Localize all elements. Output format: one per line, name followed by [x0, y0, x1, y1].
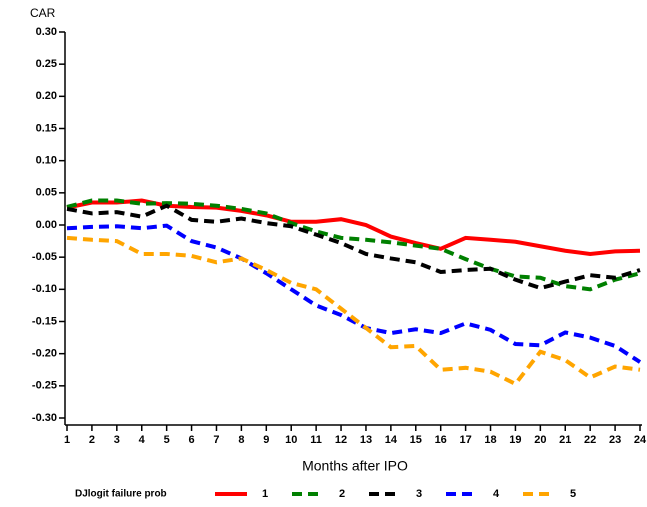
y-tick-label: -0.15 — [32, 315, 57, 327]
x-tick-label: 21 — [559, 434, 571, 446]
legend-title: DJlogit failure prob — [75, 489, 167, 500]
x-tick-label: 17 — [459, 434, 471, 446]
x-tick-label: 16 — [435, 434, 447, 446]
x-tick-label: 12 — [335, 434, 347, 446]
legend-label: 2 — [339, 488, 345, 500]
x-tick-label: 14 — [385, 434, 398, 446]
series-line — [66, 235, 641, 387]
x-tick-label: 19 — [509, 434, 521, 446]
x-tick-label: 5 — [164, 434, 170, 446]
x-tick-label: 7 — [213, 434, 219, 446]
series-line — [66, 203, 641, 291]
y-tick-label: 0.00 — [36, 219, 57, 231]
x-tick-label: 20 — [534, 434, 546, 446]
series-line — [66, 198, 641, 292]
y-tick-label: 0.10 — [36, 155, 57, 167]
x-tick-label: 3 — [114, 434, 120, 446]
x-tick-label: 18 — [484, 434, 496, 446]
x-tick-label: 13 — [360, 434, 372, 446]
x-tick-label: 6 — [189, 434, 195, 446]
x-tick-label: 2 — [89, 434, 95, 446]
y-tick-label: -0.30 — [32, 412, 57, 424]
y-tick-label: 0.20 — [36, 90, 57, 102]
series-line — [66, 223, 642, 364]
y-tick-label: 0.05 — [36, 187, 57, 199]
y-tick-label: -0.25 — [32, 380, 57, 392]
x-tick-label: 23 — [609, 434, 621, 446]
x-tick-label: 24 — [634, 434, 647, 446]
y-tick-label: 0.30 — [36, 26, 57, 38]
x-tick-label: 11 — [310, 434, 322, 446]
legend-label: 4 — [493, 488, 500, 500]
y-axis-title: CAR — [30, 6, 56, 20]
x-tick-label: 15 — [410, 434, 422, 446]
y-tick-label: 0.15 — [36, 122, 57, 134]
x-tick-label: 22 — [584, 434, 596, 446]
y-tick-label: 0.25 — [36, 58, 57, 70]
y-tick-label: -0.05 — [32, 251, 57, 263]
x-tick-label: 10 — [285, 434, 297, 446]
x-axis-title: Months after IPO — [302, 458, 408, 474]
legend-label: 5 — [570, 488, 576, 500]
legend-label: 3 — [416, 488, 422, 500]
x-tick-label: 8 — [238, 434, 244, 446]
x-tick-label: 1 — [64, 434, 70, 446]
y-tick-label: -0.20 — [32, 348, 57, 360]
x-tick-label: 4 — [139, 434, 146, 446]
legend-label: 1 — [262, 488, 268, 500]
x-tick-label: 9 — [263, 434, 269, 446]
y-tick-label: -0.10 — [32, 283, 57, 295]
